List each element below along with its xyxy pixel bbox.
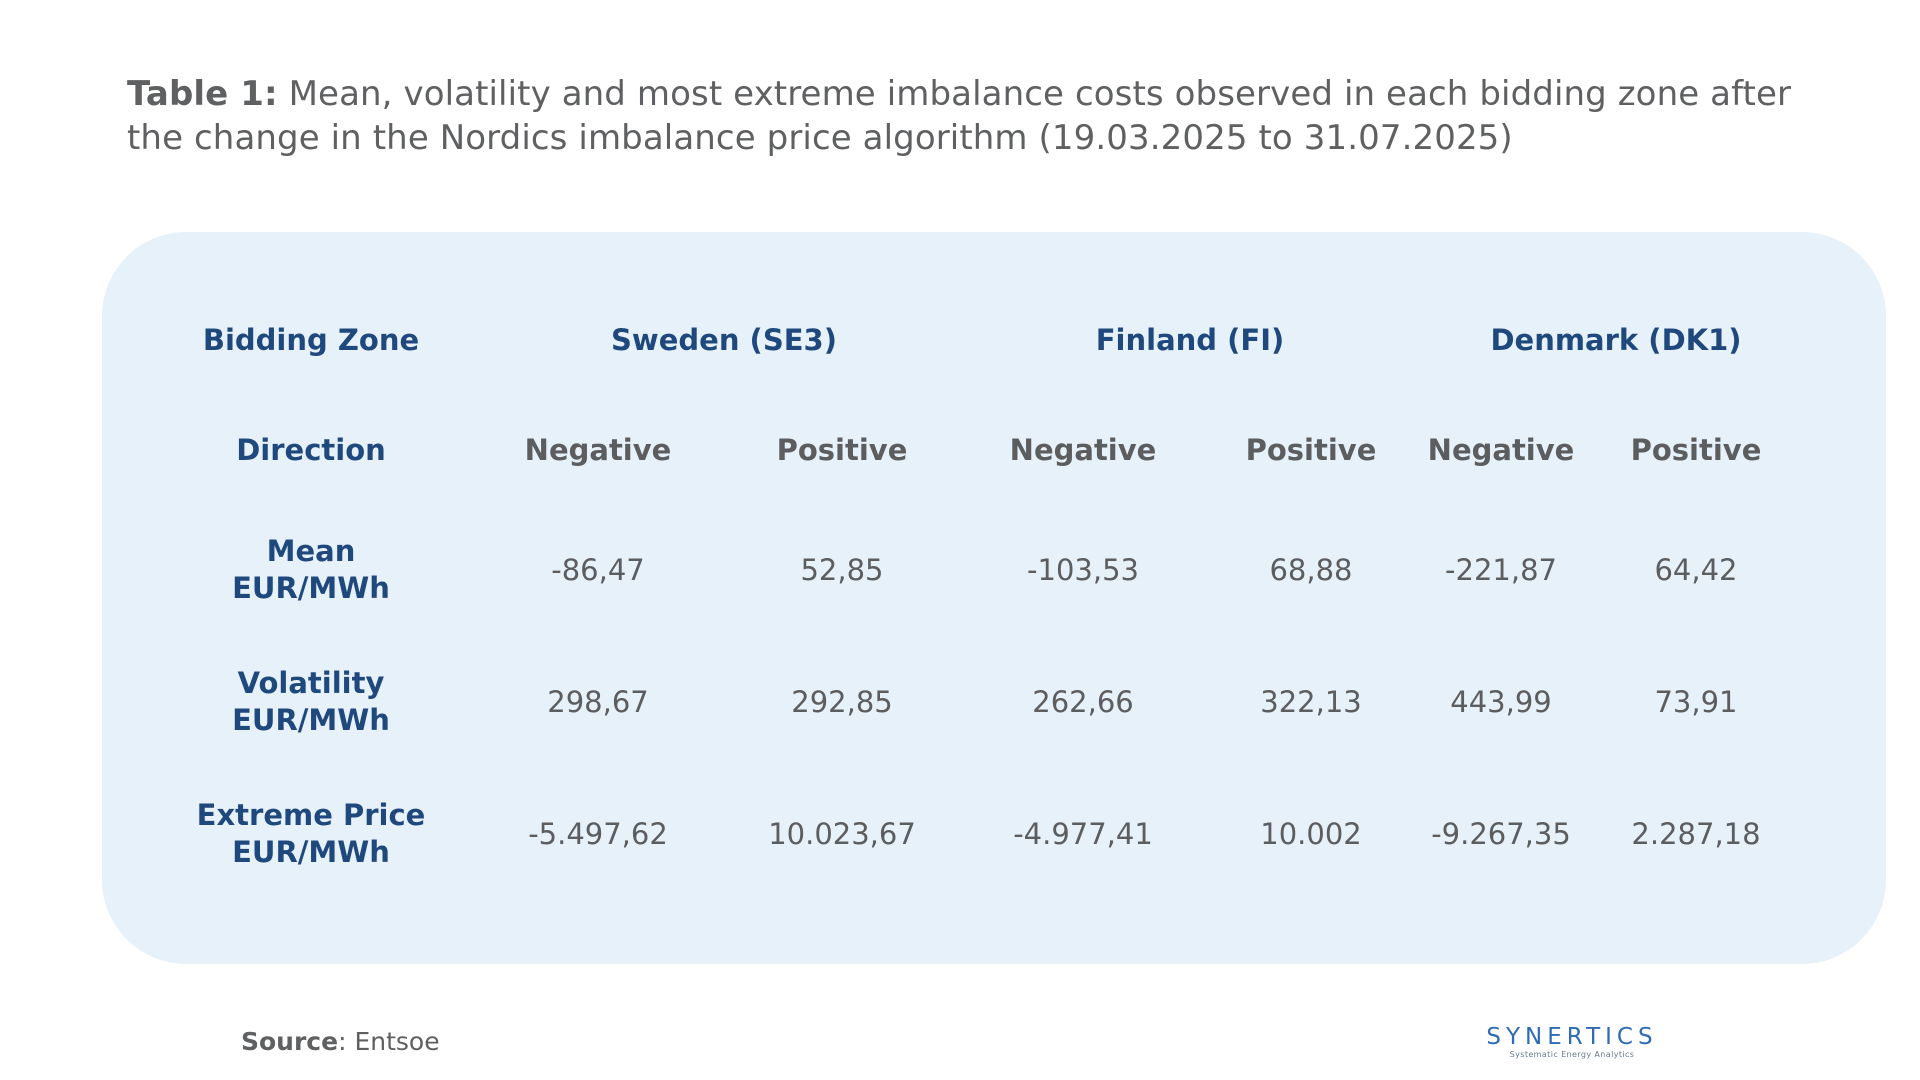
table-cell: 443,99 [1450, 685, 1552, 719]
table-cell: 322,13 [1260, 685, 1362, 719]
table-cell: -86,47 [551, 553, 645, 587]
direction-dk1-negative: Negative [1427, 433, 1575, 467]
direction-se3-positive: Positive [776, 433, 908, 467]
table-cell: -5.497,62 [528, 817, 668, 851]
caption-label: Table 1: [127, 74, 278, 114]
logo-wordmark: SYNERTICS [1486, 1024, 1658, 1050]
data-table-panel: Bidding Zone Sweden (SE3) Finland (FI) D… [102, 232, 1886, 964]
table-cell: 64,42 [1654, 553, 1738, 587]
bidding-zone-header: Bidding Zone [202, 323, 420, 357]
table-cell: 2.287,18 [1631, 817, 1761, 851]
row-label-line: Mean [266, 534, 356, 568]
zone-header-se3: Sweden (SE3) [611, 323, 837, 357]
row-label-volatility: Volatility EUR/MWh [171, 660, 451, 744]
row-label-line: Extreme Price [196, 798, 426, 832]
zone-header-dk1: Denmark (DK1) [1490, 323, 1742, 357]
direction-fi-negative: Negative [1009, 433, 1157, 467]
table-cell: 298,67 [547, 685, 649, 719]
table-cell: 10.002 [1260, 817, 1362, 851]
row-label-mean: Mean EUR/MWh [171, 528, 451, 612]
direction-dk1-positive: Positive [1630, 433, 1762, 467]
table-cell: -9.267,35 [1431, 817, 1571, 851]
table-cell: 262,66 [1032, 685, 1134, 719]
synertics-logo: SYNERTICS Systematic Energy Analytics [1482, 1024, 1662, 1060]
caption-text: Mean, volatility and most extreme imbala… [127, 74, 1792, 158]
table-cell: -221,87 [1445, 553, 1557, 587]
row-label-unit: EUR/MWh [232, 571, 390, 605]
table-cell: 73,91 [1654, 685, 1738, 719]
table-cell: 292,85 [791, 685, 893, 719]
direction-header: Direction [236, 432, 386, 467]
row-label-line: Volatility [237, 666, 385, 700]
table-cell: 52,85 [800, 553, 884, 587]
table-cell: -103,53 [1027, 553, 1139, 587]
row-label-unit: EUR/MWh [232, 703, 390, 737]
source-label: Source [241, 1027, 339, 1056]
row-label-unit: EUR/MWh [232, 835, 390, 869]
table-caption: Table 1: Mean, volatility and most extre… [127, 72, 1827, 160]
source-note: Source: Entsoe [241, 1027, 440, 1056]
logo-tagline: Systematic Energy Analytics [1509, 1050, 1635, 1059]
zone-header-fi: Finland (FI) [1095, 323, 1285, 357]
row-label-extreme-price: Extreme Price EUR/MWh [171, 792, 451, 876]
table-cell: -4.977,41 [1013, 817, 1153, 851]
direction-fi-positive: Positive [1245, 433, 1377, 467]
table-cell: 68,88 [1269, 553, 1353, 587]
source-text: : Entsoe [338, 1027, 440, 1056]
direction-se3-negative: Negative [524, 433, 672, 467]
table-cell: 10.023,67 [768, 817, 916, 851]
